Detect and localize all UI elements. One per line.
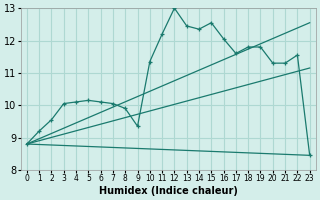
X-axis label: Humidex (Indice chaleur): Humidex (Indice chaleur) [99,186,238,196]
